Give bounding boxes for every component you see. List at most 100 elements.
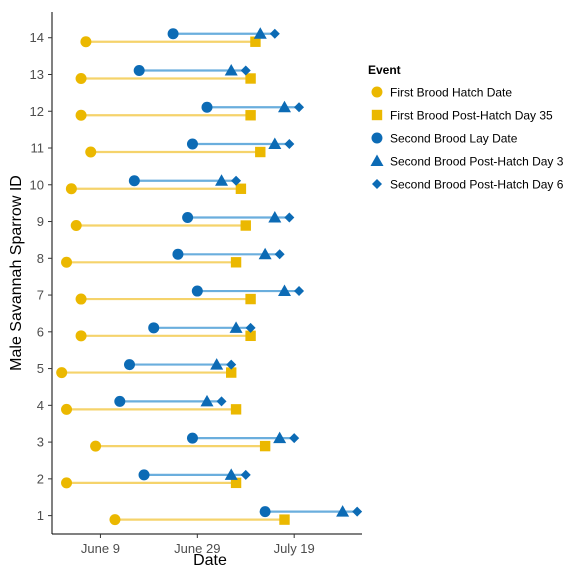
first-brood-day35-point	[250, 36, 261, 47]
first-brood-hatch-point	[75, 293, 87, 305]
second-brood-lay-point	[201, 101, 213, 113]
row-3	[90, 431, 300, 452]
second-brood-lay-point	[148, 322, 160, 334]
first-brood-day35-point	[279, 514, 290, 525]
second-brood-lay-point	[259, 506, 271, 518]
x-axis-ticks: June 9 June 29 July 19	[81, 534, 315, 556]
second-brood-lay-point	[186, 432, 198, 444]
data-marks	[56, 27, 363, 526]
second-brood-day3-point	[224, 468, 238, 480]
second-brood-day3-point	[258, 247, 272, 260]
y-tick-label: 5	[37, 361, 44, 376]
x-tick-label: June 9	[81, 541, 120, 556]
first-brood-hatch-point	[65, 183, 77, 195]
second-brood-day3-point	[278, 100, 291, 113]
legend-items: First Brood Hatch Date First Brood Post-H…	[370, 86, 564, 192]
first-brood-hatch-point	[56, 367, 68, 379]
legend-key-square	[371, 109, 383, 121]
second-brood-day6-point	[231, 175, 242, 186]
second-brood-day3-point	[268, 137, 282, 150]
second-brood-lay-point	[114, 395, 126, 407]
second-brood-day3-point	[215, 174, 229, 186]
x-axis-title: Date	[193, 552, 227, 569]
row-11	[85, 137, 295, 158]
second-brood-lay-point	[167, 28, 179, 40]
first-brood-hatch-point	[75, 109, 87, 121]
row-7	[75, 284, 305, 305]
row-13	[75, 63, 256, 84]
row-5	[56, 358, 237, 379]
legend-item: Second Brood Post-Hatch Day 6	[372, 178, 564, 192]
first-brood-day35-point	[259, 440, 271, 452]
y-tick-label: 2	[37, 471, 44, 486]
first-brood-hatch-point	[61, 403, 73, 415]
second-brood-lay-point	[133, 64, 145, 76]
second-brood-day3-point	[253, 27, 267, 39]
second-brood-day6-point	[240, 469, 251, 480]
second-brood-lay-point	[182, 212, 194, 224]
y-tick-label: 13	[30, 67, 44, 82]
first-brood-hatch-point	[61, 256, 73, 268]
row-1	[109, 505, 363, 526]
second-brood-lay-point	[124, 359, 135, 371]
first-brood-day35-point	[240, 220, 251, 231]
row-6	[75, 321, 256, 342]
second-brood-day6-point	[352, 506, 363, 517]
first-brood-day35-point	[245, 330, 256, 342]
second-brood-day6-point	[294, 102, 305, 113]
y-tick-label: 6	[37, 324, 44, 339]
legend-item: First Brood Hatch Date	[371, 86, 512, 100]
second-brood-lay-point	[186, 138, 198, 150]
legend-label: First Brood Hatch Date	[390, 86, 512, 100]
second-brood-day6-point	[226, 359, 237, 370]
second-brood-day6-point	[289, 433, 300, 444]
second-brood-day3-point	[210, 358, 224, 370]
first-brood-hatch-point	[75, 330, 87, 342]
second-brood-lay-point	[128, 175, 140, 187]
first-brood-day35-point	[245, 293, 256, 305]
second-brood-day6-point	[284, 212, 295, 223]
first-brood-hatch-point	[70, 220, 82, 232]
first-brood-day35-point	[230, 257, 242, 268]
first-brood-day35-point	[255, 146, 266, 158]
legend-item: First Brood Post-Hatch Day 35	[371, 109, 553, 123]
first-brood-day35-point	[230, 404, 242, 415]
y-tick-label: 4	[37, 398, 44, 413]
y-tick-label: 7	[37, 288, 44, 303]
first-brood-day35-point	[235, 183, 247, 194]
legend-item: Second Brood Post-Hatch Day 3	[370, 154, 564, 169]
row-9	[70, 211, 295, 232]
first-brood-hatch-point	[80, 36, 92, 48]
first-brood-hatch-point	[90, 440, 102, 452]
legend-key-diamond	[372, 179, 382, 189]
second-brood-lay-point	[172, 248, 184, 260]
second-brood-lay-point	[138, 469, 150, 481]
second-brood-day3-point	[224, 63, 238, 76]
y-tick-label: 8	[37, 251, 44, 266]
second-brood-day3-point	[278, 284, 291, 297]
y-tick-label: 10	[30, 177, 44, 192]
second-brood-day6-point	[245, 322, 256, 333]
y-tick-label: 11	[31, 141, 45, 156]
second-brood-day6-point	[294, 286, 305, 297]
legend-title: Event	[368, 63, 401, 77]
second-brood-day3-point	[200, 394, 214, 407]
row-12	[75, 100, 305, 121]
first-brood-hatch-point	[109, 514, 121, 526]
first-brood-day35-point	[245, 73, 256, 84]
first-brood-day35-point	[226, 367, 237, 378]
row-8	[61, 247, 285, 268]
second-brood-lay-point	[191, 285, 203, 297]
second-brood-day6-point	[284, 139, 295, 150]
y-tick-label: 1	[37, 508, 44, 523]
first-brood-hatch-point	[75, 72, 87, 84]
legend-key-circle	[371, 132, 383, 144]
legend-label: First Brood Post-Hatch Day 35	[390, 109, 553, 123]
row-4	[61, 394, 242, 415]
y-tick-label: 14	[30, 30, 44, 45]
y-tick-label: 12	[30, 104, 44, 119]
